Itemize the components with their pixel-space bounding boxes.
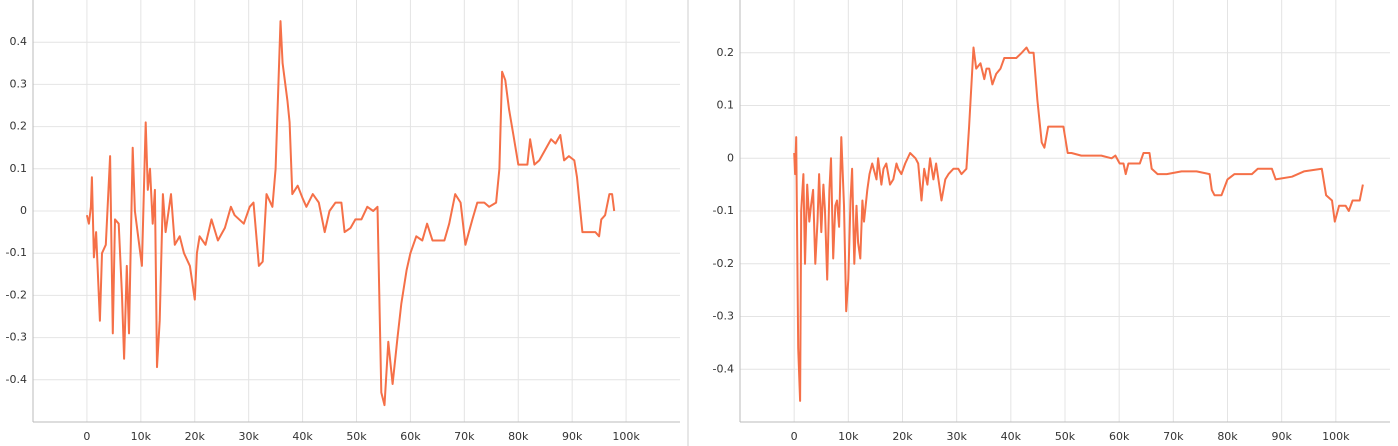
x-tick-label: 30k <box>946 430 967 443</box>
x-tick-label: 40k <box>1001 430 1022 443</box>
y-tick-label: -0.1 <box>6 246 27 259</box>
y-tick-label: -0.3 <box>6 331 27 344</box>
data-line <box>85 20 616 407</box>
x-tick-label: 0 <box>791 430 798 443</box>
x-tick-label: 10k <box>838 430 859 443</box>
y-tick-label: 0 <box>20 204 27 217</box>
y-tick-label: 0.4 <box>10 35 28 48</box>
y-tick-label: -0.2 <box>6 288 27 301</box>
y-tick-label: 0.2 <box>10 120 28 133</box>
x-tick-label: 100k <box>612 430 640 443</box>
y-tick-label: 0.2 <box>717 46 735 59</box>
y-tick-label: -0.1 <box>713 204 734 217</box>
y-tick-label: 0 <box>727 151 734 164</box>
x-tick-label: 70k <box>1163 430 1184 443</box>
x-tick-label: 90k <box>562 430 583 443</box>
x-tick-label: 60k <box>400 430 421 443</box>
y-tick-label: -0.4 <box>713 362 734 375</box>
x-tick-label: 20k <box>892 430 913 443</box>
y-tick-label: -0.4 <box>6 373 27 386</box>
y-tick-label: 0.3 <box>10 77 28 90</box>
x-tick-label: 20k <box>185 430 206 443</box>
x-tick-label: 50k <box>1055 430 1076 443</box>
y-tick-label: 0.1 <box>10 162 28 175</box>
data-line <box>793 46 1364 402</box>
x-tick-label: 10k <box>131 430 152 443</box>
x-tick-label: 60k <box>1109 430 1130 443</box>
x-tick-label: 70k <box>454 430 475 443</box>
x-tick-label: 50k <box>346 430 367 443</box>
y-tick-label: -0.2 <box>713 257 734 270</box>
y-tick-label: -0.3 <box>713 310 734 323</box>
x-tick-label: 80k <box>508 430 529 443</box>
x-tick-label: 100k <box>1322 430 1350 443</box>
x-tick-label: 80k <box>1217 430 1238 443</box>
x-tick-label: 0 <box>83 430 90 443</box>
x-tick-label: 40k <box>292 430 313 443</box>
y-tick-label: 0.1 <box>717 99 735 112</box>
x-tick-label: 90k <box>1271 430 1292 443</box>
x-tick-label: 30k <box>238 430 259 443</box>
